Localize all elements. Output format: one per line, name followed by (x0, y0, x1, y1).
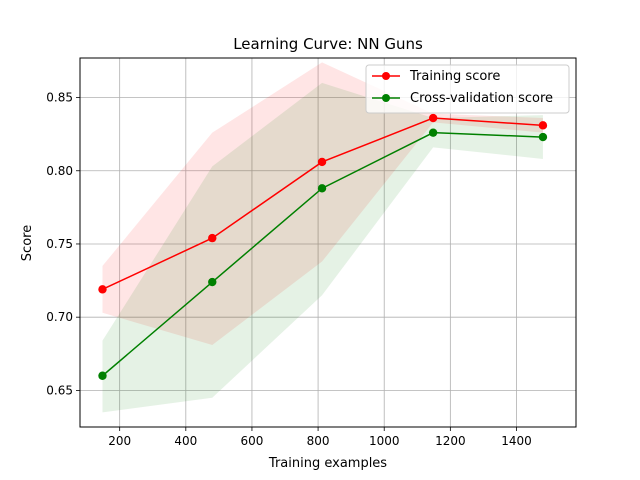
series-lines (98, 113, 548, 380)
point-cv (208, 277, 217, 287)
y-tick-label: 0.80 (46, 164, 73, 178)
point-cv (98, 371, 107, 380)
x-tick-label: 800 (307, 434, 330, 448)
point-training (317, 157, 327, 167)
confidence-bands (102, 62, 543, 413)
legend-label-cv: Cross-validation score (410, 91, 553, 106)
point-training (428, 113, 438, 123)
y-axis-ticks: 0.65 0.70 0.75 0.80 0.85 (46, 91, 80, 397)
x-tick-label: 1400 (501, 434, 532, 448)
y-tick-label: 0.70 (46, 310, 73, 324)
plot-frame (79, 57, 577, 428)
legend-marker-cv (382, 94, 390, 102)
band-training (102, 62, 543, 346)
x-axis-ticks: 200 400 600 800 1000 1200 1400 (108, 427, 532, 448)
y-tick-label: 0.85 (46, 91, 73, 105)
point-cv (428, 128, 438, 137)
y-tick-label: 0.75 (46, 237, 73, 251)
point-cv (538, 132, 548, 142)
x-tick-label: 600 (240, 434, 263, 448)
point-training (208, 233, 217, 243)
legend-marker-training (382, 72, 390, 80)
x-tick-label: 1200 (435, 434, 466, 448)
band-cv (102, 82, 543, 413)
x-axis-label: Training examples (268, 456, 387, 471)
legend-label-training: Training score (409, 69, 500, 84)
x-tick-label: 200 (108, 434, 131, 448)
y-tick-label: 0.65 (46, 383, 73, 397)
chart-title: Learning Curve: NN Guns (233, 35, 423, 53)
legend: Training score Cross-validation score (365, 64, 570, 114)
point-training (538, 121, 548, 130)
x-tick-label: 400 (174, 434, 197, 448)
y-axis-label: Score (20, 225, 35, 261)
grid (80, 58, 576, 427)
point-training (98, 285, 107, 294)
point-cv (317, 184, 327, 193)
legend-box (365, 64, 570, 114)
x-tick-label: 1000 (369, 434, 400, 448)
